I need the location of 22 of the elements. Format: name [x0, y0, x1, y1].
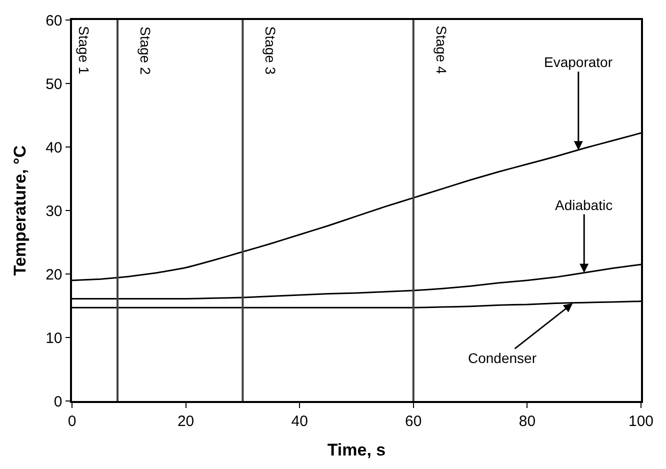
annotation: Stage 4: [433, 26, 450, 74]
annotation: Stage 1: [76, 26, 92, 74]
y-axis-title: Temperature, °C: [10, 145, 30, 276]
annotation: Stage 2: [138, 26, 154, 75]
x-tick-label: 40: [291, 412, 308, 430]
y-tick-label: 20: [46, 266, 62, 284]
x-tick-label: 100: [628, 412, 654, 430]
annotation: Adiabatic: [555, 197, 613, 213]
y-tick-label: 60: [46, 12, 62, 30]
x-axis-title: Time, s: [327, 440, 386, 460]
annotation: Condenser: [468, 350, 537, 366]
x-tick-label: 60: [405, 412, 422, 430]
y-tick-label: 40: [46, 139, 62, 156]
y-tick-label: 30: [46, 202, 62, 220]
x-tick-label: 0: [68, 412, 76, 430]
y-tick-label: 10: [46, 330, 62, 347]
annotation: Evaporator: [544, 54, 613, 70]
x-tick-label: 20: [177, 412, 194, 430]
y-tick-label: 0: [54, 393, 62, 410]
annotation: Stage 3: [262, 26, 279, 75]
y-tick-label: 50: [46, 76, 62, 93]
x-tick-label: 80: [518, 412, 536, 430]
